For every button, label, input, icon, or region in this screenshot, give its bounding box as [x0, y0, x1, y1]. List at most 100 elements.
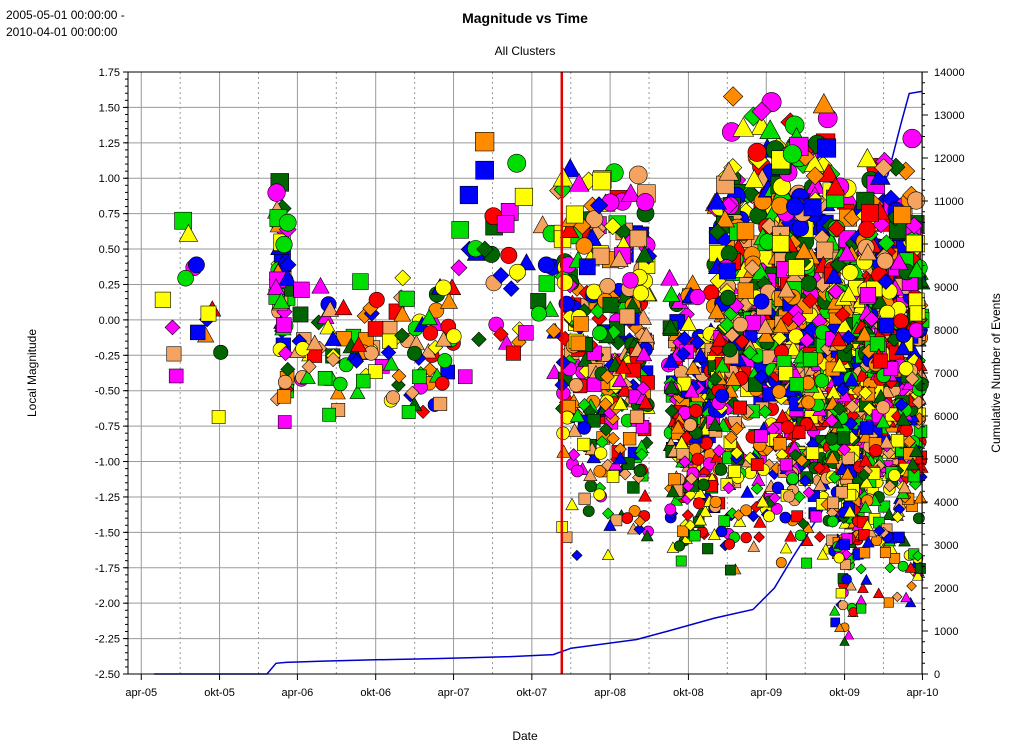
y2-tick-label: 8000 — [934, 325, 958, 337]
event-marker — [747, 142, 767, 162]
event-marker — [798, 474, 812, 488]
x-tick-label: apr-05 — [125, 687, 157, 699]
event-marker — [829, 605, 841, 616]
event-marker — [507, 153, 527, 173]
event-marker — [732, 316, 749, 333]
event-marker — [859, 475, 874, 489]
event-marker — [782, 490, 796, 503]
event-marker — [628, 165, 648, 185]
event-marker — [888, 469, 901, 482]
event-marker — [835, 316, 854, 333]
event-marker — [599, 422, 613, 437]
event-marker — [870, 534, 883, 547]
event-marker — [598, 397, 613, 412]
event-marker — [832, 401, 847, 416]
event-marker — [775, 557, 787, 568]
event-marker — [635, 245, 655, 263]
event-marker — [577, 421, 591, 435]
event-marker — [707, 302, 726, 319]
event-marker — [565, 205, 584, 224]
event-marker — [174, 211, 192, 230]
event-marker — [758, 404, 773, 419]
event-marker — [812, 461, 826, 475]
y-tick-label: -1.50 — [95, 527, 120, 539]
event-marker — [826, 319, 843, 335]
event-marker — [715, 209, 735, 228]
event-marker — [733, 514, 747, 527]
y-tick-label: 0.25 — [99, 279, 120, 291]
event-marker — [571, 464, 584, 478]
x-tick-label: apr-10 — [907, 687, 939, 699]
event-marker — [859, 287, 877, 304]
event-marker — [757, 326, 775, 343]
event-marker — [879, 547, 891, 559]
chart-subtitle: All Clusters — [494, 44, 556, 58]
event-marker — [493, 326, 509, 343]
event-marker — [788, 259, 805, 276]
event-marker — [801, 557, 813, 569]
event-marker — [633, 464, 647, 478]
event-marker — [750, 482, 764, 495]
y2-tick-label: 3000 — [934, 540, 958, 552]
event-marker — [786, 197, 804, 216]
event-marker — [907, 191, 926, 210]
event-marker — [913, 512, 925, 525]
event-marker — [471, 331, 487, 348]
event-marker — [568, 172, 590, 192]
event-marker — [276, 389, 292, 404]
event-marker — [772, 317, 790, 333]
event-marker — [689, 289, 706, 306]
event-marker — [689, 334, 706, 351]
event-marker — [902, 128, 922, 149]
event-marker — [872, 353, 888, 369]
event-marker — [662, 285, 681, 302]
event-marker — [154, 291, 171, 308]
y2-tick-label: 0 — [934, 669, 940, 681]
event-marker — [665, 484, 680, 498]
event-marker — [593, 488, 606, 501]
event-marker — [662, 352, 680, 368]
event-marker — [688, 403, 703, 418]
x-tick-label: okt-06 — [360, 687, 391, 699]
event-marker — [801, 292, 819, 309]
event-marker — [594, 446, 608, 460]
event-marker — [741, 184, 761, 203]
event-marker — [709, 495, 722, 508]
event-marker — [394, 327, 410, 344]
x-tick-label: okt-08 — [673, 687, 704, 699]
event-marker — [874, 158, 894, 178]
event-marker — [582, 505, 595, 518]
event-marker — [627, 481, 640, 494]
event-marker — [586, 377, 602, 392]
event-marker — [412, 369, 427, 385]
event-marker — [714, 463, 728, 476]
event-marker — [567, 448, 581, 462]
event-marker — [802, 486, 816, 499]
event-marker — [675, 555, 687, 567]
event-marker — [890, 434, 905, 448]
event-marker — [664, 503, 677, 516]
axes: -2.50 -2.25 -2.00 -1.75 -1.50 -1.25 -1.00 -0.75… — [95, 67, 965, 699]
y2-tick-label: 14000 — [934, 67, 965, 79]
event-marker — [906, 580, 917, 592]
event-marker — [691, 452, 705, 466]
event-marker — [859, 547, 871, 559]
event-marker — [763, 510, 776, 523]
event-marker — [293, 281, 310, 298]
event-marker — [777, 280, 796, 298]
event-marker — [164, 319, 181, 336]
event-marker — [893, 313, 909, 330]
event-marker — [609, 249, 629, 267]
event-marker — [835, 588, 846, 599]
y-tick-label: -1.00 — [95, 457, 120, 469]
event-marker — [664, 403, 679, 418]
event-marker — [889, 552, 901, 564]
event-marker — [817, 138, 837, 158]
event-marker — [800, 534, 814, 547]
event-marker — [895, 411, 911, 426]
event-marker — [628, 505, 641, 518]
y-tick-label: 0.75 — [99, 209, 120, 221]
event-marker — [683, 382, 700, 398]
event-marker — [740, 504, 753, 517]
event-marker — [321, 300, 340, 317]
